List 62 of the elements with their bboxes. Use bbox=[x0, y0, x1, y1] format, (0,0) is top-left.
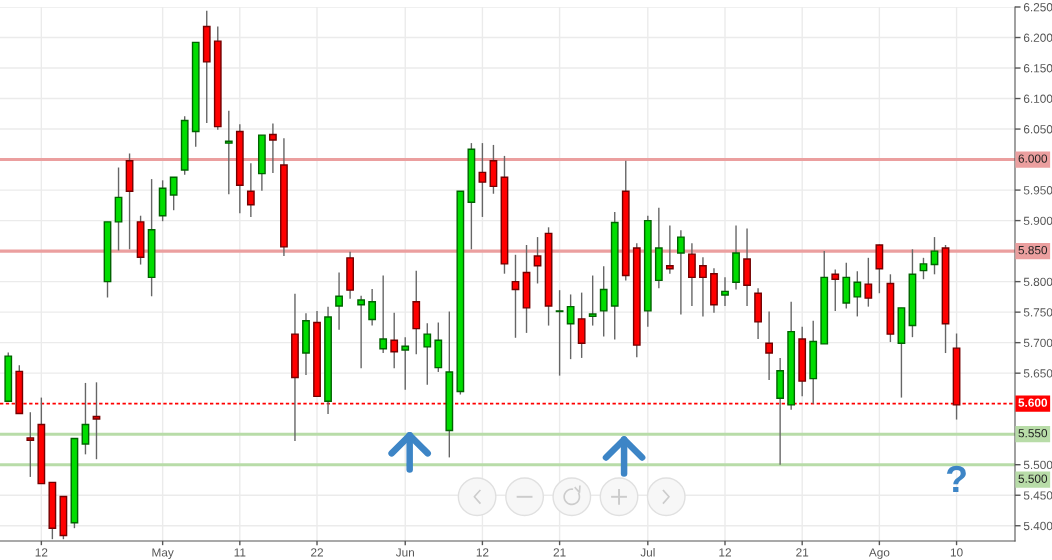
y-tick-label: 5.450 bbox=[1023, 491, 1052, 500]
y-tick-label: 5.500 bbox=[1023, 460, 1052, 470]
ref-line-label: 5.850 bbox=[1018, 245, 1048, 255]
candlestick bbox=[26, 411, 35, 478]
candlestick bbox=[677, 229, 685, 316]
candlestick bbox=[765, 310, 773, 381]
y-tick-label: 5.800 bbox=[1023, 277, 1052, 287]
ref-line-label: 6.000 bbox=[1018, 154, 1048, 163]
candlestick bbox=[357, 294, 366, 369]
candlestick bbox=[390, 312, 399, 369]
candlestick bbox=[169, 176, 178, 211]
candlestick bbox=[533, 236, 542, 285]
y-tick-label: 5.700 bbox=[1023, 338, 1052, 348]
candlestick bbox=[269, 122, 277, 174]
x-tick-label: 21 bbox=[553, 548, 566, 557]
candlestick bbox=[335, 271, 343, 331]
candlestick bbox=[566, 293, 575, 360]
y-tick-label: 5.900 bbox=[1023, 216, 1052, 225]
candlestick bbox=[919, 257, 928, 280]
candlestick bbox=[368, 288, 377, 327]
annotation: ? bbox=[946, 465, 966, 492]
candlestick bbox=[864, 257, 873, 308]
candlestick bbox=[599, 265, 608, 338]
x-tick-label: Jun bbox=[395, 548, 414, 557]
x-tick-label: 21 bbox=[796, 548, 809, 557]
x-tick-label: Jul bbox=[640, 547, 655, 557]
x-tick-label: 12 bbox=[35, 548, 48, 557]
candlestick bbox=[224, 110, 233, 196]
y-tick-label: 5.650 bbox=[1023, 369, 1052, 378]
x-tick-label: 12 bbox=[476, 548, 489, 557]
x-tick-label: Ago bbox=[868, 548, 890, 559]
y-tick-label: 5.750 bbox=[1023, 308, 1052, 317]
y-tick-label: 5.950 bbox=[1023, 186, 1052, 195]
y-tick-label: 6.250 bbox=[1023, 3, 1052, 12]
candlestick bbox=[875, 243, 884, 294]
y-tick-label: 6.050 bbox=[1023, 125, 1052, 134]
candlestick bbox=[853, 270, 862, 318]
candlestick bbox=[423, 322, 432, 386]
candlestick bbox=[930, 236, 939, 276]
candlestick bbox=[478, 142, 487, 218]
candlestick bbox=[246, 162, 255, 218]
y-tick-label: 6.200 bbox=[1023, 33, 1052, 42]
candlestick bbox=[688, 242, 696, 307]
x-tick-label: May bbox=[152, 548, 174, 559]
candlestick bbox=[401, 336, 410, 391]
x-tick-label: 11 bbox=[234, 548, 246, 557]
y-tick-label: 5.400 bbox=[1023, 521, 1052, 531]
candlestick bbox=[831, 268, 840, 312]
x-tick-label: 12 bbox=[719, 548, 731, 557]
candlestick bbox=[555, 289, 564, 377]
candlestick bbox=[588, 274, 597, 327]
candlestick bbox=[699, 256, 707, 318]
y-tick-label: 6.100 bbox=[1023, 94, 1052, 103]
x-tick-label: 10 bbox=[950, 548, 963, 557]
candlestick bbox=[81, 382, 90, 456]
x-tick-label: 22 bbox=[311, 548, 323, 557]
candlestick bbox=[665, 224, 674, 275]
ref-line-label: 5.600 bbox=[1018, 398, 1048, 407]
ref-line-label: 5.550 bbox=[1018, 429, 1048, 438]
candlestick bbox=[379, 274, 388, 354]
candlestick bbox=[721, 276, 729, 307]
y-tick-label: 6.150 bbox=[1023, 64, 1052, 73]
